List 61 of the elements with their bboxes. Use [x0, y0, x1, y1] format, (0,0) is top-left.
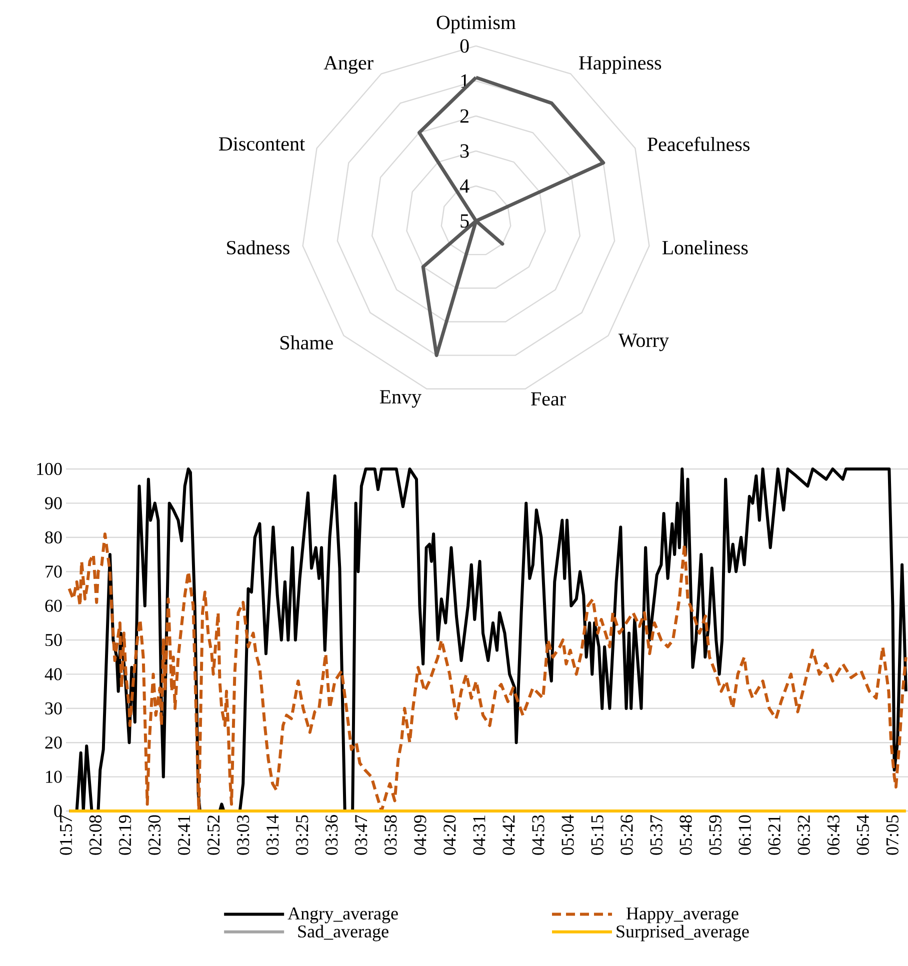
y-tick-label: 60: [45, 600, 62, 612]
y-tick-label: 90: [45, 497, 62, 510]
spoke-label: Happiness: [579, 56, 662, 74]
x-tick-label: 03:25: [296, 815, 308, 855]
legend-label: Sad_average: [298, 924, 388, 942]
x-tick-label: 06:21: [768, 816, 780, 855]
y-tick-label: 20: [45, 736, 62, 749]
x-tick-label: 05:59: [709, 815, 722, 855]
y-tick-label: 40: [44, 668, 62, 680]
x-tick-label: 04:09: [414, 815, 426, 855]
spoke-label: Anger: [324, 56, 374, 74]
spoke-label: Shame: [280, 335, 333, 350]
spoke-label: Discontent: [218, 137, 305, 151]
x-tick-label: 07:05: [886, 815, 899, 855]
spoke-label: Fear: [531, 392, 566, 406]
line-series: [68, 532, 908, 812]
y-tick-label: 5: [460, 214, 469, 228]
spoke-label: Envy: [380, 390, 422, 408]
x-tick-label: 03:58: [384, 815, 397, 855]
x-tick-label: 06:43: [827, 815, 840, 855]
y-tick-label: 0: [54, 804, 62, 818]
spoke-label: Sadness: [227, 240, 290, 254]
x-tick-label: 02:08: [89, 815, 102, 855]
x-tick-label: 02:30: [148, 815, 161, 855]
legend-label: Happy_average: [626, 908, 738, 924]
spoke-label: Loneliness: [662, 240, 748, 254]
y-tick-label: 100: [37, 462, 62, 476]
x-tick-label: 04:31: [473, 816, 486, 855]
y-tick-label: 4: [460, 179, 470, 193]
x-tick-label: 05:26: [620, 815, 633, 855]
spoke-label: Peacefulness: [648, 136, 750, 152]
spoke-label: Optimism: [436, 16, 516, 34]
x-tick-label: 05:04: [562, 814, 574, 855]
legend-label: Surprised_average: [616, 924, 749, 942]
x-tick-label: 06:10: [738, 815, 751, 855]
y-tick-label: 10: [46, 770, 62, 783]
y-tick-label: 3: [460, 144, 469, 158]
x-tick-label: 03:14: [266, 814, 279, 855]
x-tick-label: 05:48: [680, 815, 692, 855]
x-tick-label: 02:41: [178, 816, 190, 855]
y-tick-label: 0: [460, 39, 469, 53]
x-tick-label: 05:37: [650, 815, 662, 855]
x-tick-label: 01:57: [60, 815, 72, 855]
x-tick-label: 04:53: [532, 815, 544, 855]
x-tick-label: 05:15: [591, 815, 604, 855]
y-tick-label: 2: [460, 109, 468, 123]
spoke-label: Worry: [618, 334, 669, 352]
y-tick-label: 30: [45, 702, 62, 714]
y-tick-label: 50: [46, 634, 62, 646]
x-tick-label: 04:42: [502, 816, 515, 855]
x-tick-label: 03:36: [326, 815, 338, 855]
x-tick-label: 06:32: [798, 816, 810, 855]
y-tick-label: 80: [45, 531, 62, 544]
x-tick-label: 02:19: [118, 815, 132, 855]
x-tick-label: 06:54: [856, 814, 870, 855]
x-tick-label: 04:20: [444, 815, 456, 855]
x-tick-label: 02:52: [207, 816, 220, 855]
y-tick-label: 70: [46, 566, 62, 578]
x-tick-label: 03:03: [236, 815, 250, 855]
x-tick-label: 03:47: [355, 815, 368, 855]
legend-label: Angry_average: [288, 908, 398, 924]
